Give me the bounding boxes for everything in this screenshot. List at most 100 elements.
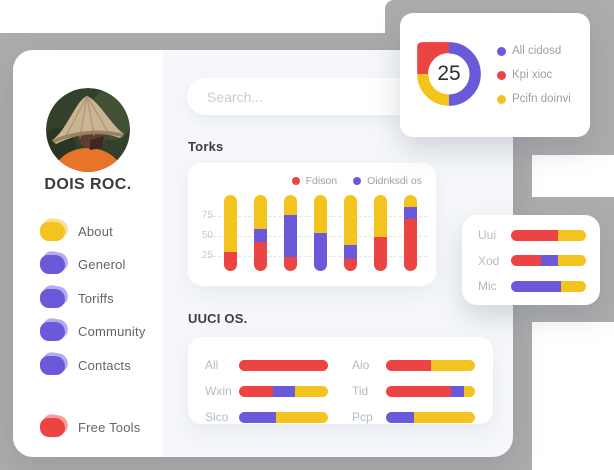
blob-shape xyxy=(40,321,65,341)
bar-row-pcp: Pcp xyxy=(352,404,475,430)
bar-row-label: Pcp xyxy=(352,410,373,424)
stacked-bar xyxy=(386,385,475,397)
torks-bars xyxy=(224,195,429,271)
donut-center-value: 25 xyxy=(437,62,461,85)
stacked-bar xyxy=(511,255,586,266)
torks-bar xyxy=(224,195,237,271)
bar-segment-yellow xyxy=(404,195,417,207)
blob-shape xyxy=(40,254,65,274)
bar-row-sico: Sico xyxy=(205,404,328,430)
sidebar-item-contacts[interactable]: Contacts xyxy=(40,350,158,378)
uuci-right-column: Aio Tid Pcp xyxy=(352,352,475,430)
torks-chart-card: Fdison Oidnksdi os 75 50 25 xyxy=(188,163,436,286)
stacked-bar xyxy=(239,359,328,371)
bar-segment-purple xyxy=(541,255,558,266)
sidebar-item-label: Contacts xyxy=(78,357,131,373)
sidebar-item-label: Community xyxy=(78,323,146,339)
bar-row-label: Sico xyxy=(205,410,229,424)
bar-row-xod: Xod xyxy=(478,254,586,268)
legend-label: All cidosd xyxy=(512,45,562,57)
stacked-bar xyxy=(511,229,586,241)
bar-segment-red xyxy=(239,359,328,371)
blob-shape xyxy=(40,221,65,241)
bar-segment-purple xyxy=(284,215,297,257)
bar-segment-purple xyxy=(404,207,417,219)
blob-shape xyxy=(40,288,65,308)
bar-row-wxin: Wxin xyxy=(205,378,328,404)
bar-row-label: Uui xyxy=(478,228,497,242)
bar-segment-yellow xyxy=(431,359,475,371)
bar-segment-yellow xyxy=(284,195,297,215)
bar-segment-yellow xyxy=(254,195,267,230)
legend-item: Fdison xyxy=(291,175,338,187)
blob-icon xyxy=(40,412,70,437)
uuci-chart-card: All Wxin Sico Aio Tid xyxy=(188,337,493,424)
sidebar-item-label: About xyxy=(78,223,113,239)
legend-label: Fdison xyxy=(305,175,338,187)
bar-segment-yellow xyxy=(464,385,475,397)
sidebar-item-about[interactable]: About xyxy=(40,216,158,244)
torks-bar xyxy=(344,195,357,271)
section-title-uuci: UUCI OS. xyxy=(188,311,248,326)
mini-bars-card: Uui Xod Mic xyxy=(462,215,600,305)
bar-segment-red xyxy=(224,251,237,271)
y-axis-tick: 25 xyxy=(201,250,213,261)
bar-segment-yellow xyxy=(276,411,328,423)
sidebar-item-generol[interactable]: Generol xyxy=(40,249,158,277)
stacked-bar xyxy=(386,359,475,371)
uuci-left-column: All Wxin Sico xyxy=(205,352,328,430)
bar-row-uui: Uui xyxy=(478,228,586,242)
stacked-bar xyxy=(386,411,475,423)
bar-segment-red xyxy=(404,219,417,271)
sidebar-item-community[interactable]: Community xyxy=(40,316,158,344)
avatar-photo-illustration xyxy=(46,88,130,172)
donut-chart: 25 xyxy=(411,36,487,112)
bar-segment-yellow xyxy=(344,195,357,246)
donut-rings xyxy=(417,42,481,106)
donut-segment-yellow xyxy=(417,73,450,106)
blob-shape xyxy=(40,355,65,375)
bar-row-label: Tid xyxy=(352,384,369,398)
bar-row-label: Wxin xyxy=(205,384,232,398)
blob-shape xyxy=(40,417,65,437)
bar-segment-red xyxy=(344,259,357,271)
legend-item: Pcifn doinvi xyxy=(497,93,571,105)
search-input[interactable] xyxy=(187,78,436,115)
avatar xyxy=(46,88,130,172)
bar-row-mic: Mic xyxy=(478,279,586,293)
legend-label: Pcifn doinvi xyxy=(512,93,571,105)
legend-item: Oidnksdi os xyxy=(353,175,422,187)
bar-row-label: Mic xyxy=(478,279,497,293)
torks-bar xyxy=(404,195,417,271)
legend-label: Oidnksdi os xyxy=(367,175,422,187)
bar-segment-yellow xyxy=(295,385,328,397)
bar-segment-red xyxy=(239,385,273,397)
legend-dot-yellow xyxy=(497,94,506,104)
blob-icon xyxy=(40,316,70,341)
profile-name: DOIS ROC. xyxy=(44,176,132,193)
bar-segment-yellow xyxy=(557,255,586,266)
donut-segment-purple xyxy=(448,42,481,106)
donut-segment-red xyxy=(417,42,449,74)
bar-segment-yellow xyxy=(374,195,387,238)
bar-row-aio: Aio xyxy=(352,352,475,378)
donut-legend: All cidosd Kpi xioc Pcifn doinvi xyxy=(497,45,571,105)
bar-segment-red xyxy=(386,385,451,397)
bar-segment-yellow xyxy=(314,195,327,234)
legend-dot-red xyxy=(291,177,300,185)
bar-segment-purple xyxy=(386,411,414,423)
bar-segment-purple xyxy=(254,229,267,243)
bar-segment-yellow xyxy=(413,411,475,423)
torks-legend: Fdison Oidnksdi os xyxy=(291,175,422,187)
torks-bar xyxy=(314,195,327,271)
sidebar-item-label: Toriffs xyxy=(78,290,114,306)
kpi-donut-card: 25 All cidosd Kpi xioc Pcifn doinvi xyxy=(400,13,590,137)
sidebar-item-toriffs[interactable]: Toriffs xyxy=(40,283,158,311)
bar-segment-purple xyxy=(511,280,561,292)
sidebar-item-label: Free Tools xyxy=(78,419,141,435)
bar-segment-purple xyxy=(314,233,327,271)
bar-row-all: All xyxy=(205,352,328,378)
bar-segment-red xyxy=(374,237,387,271)
sidebar-item-free-tools[interactable]: Free Tools xyxy=(40,412,158,440)
